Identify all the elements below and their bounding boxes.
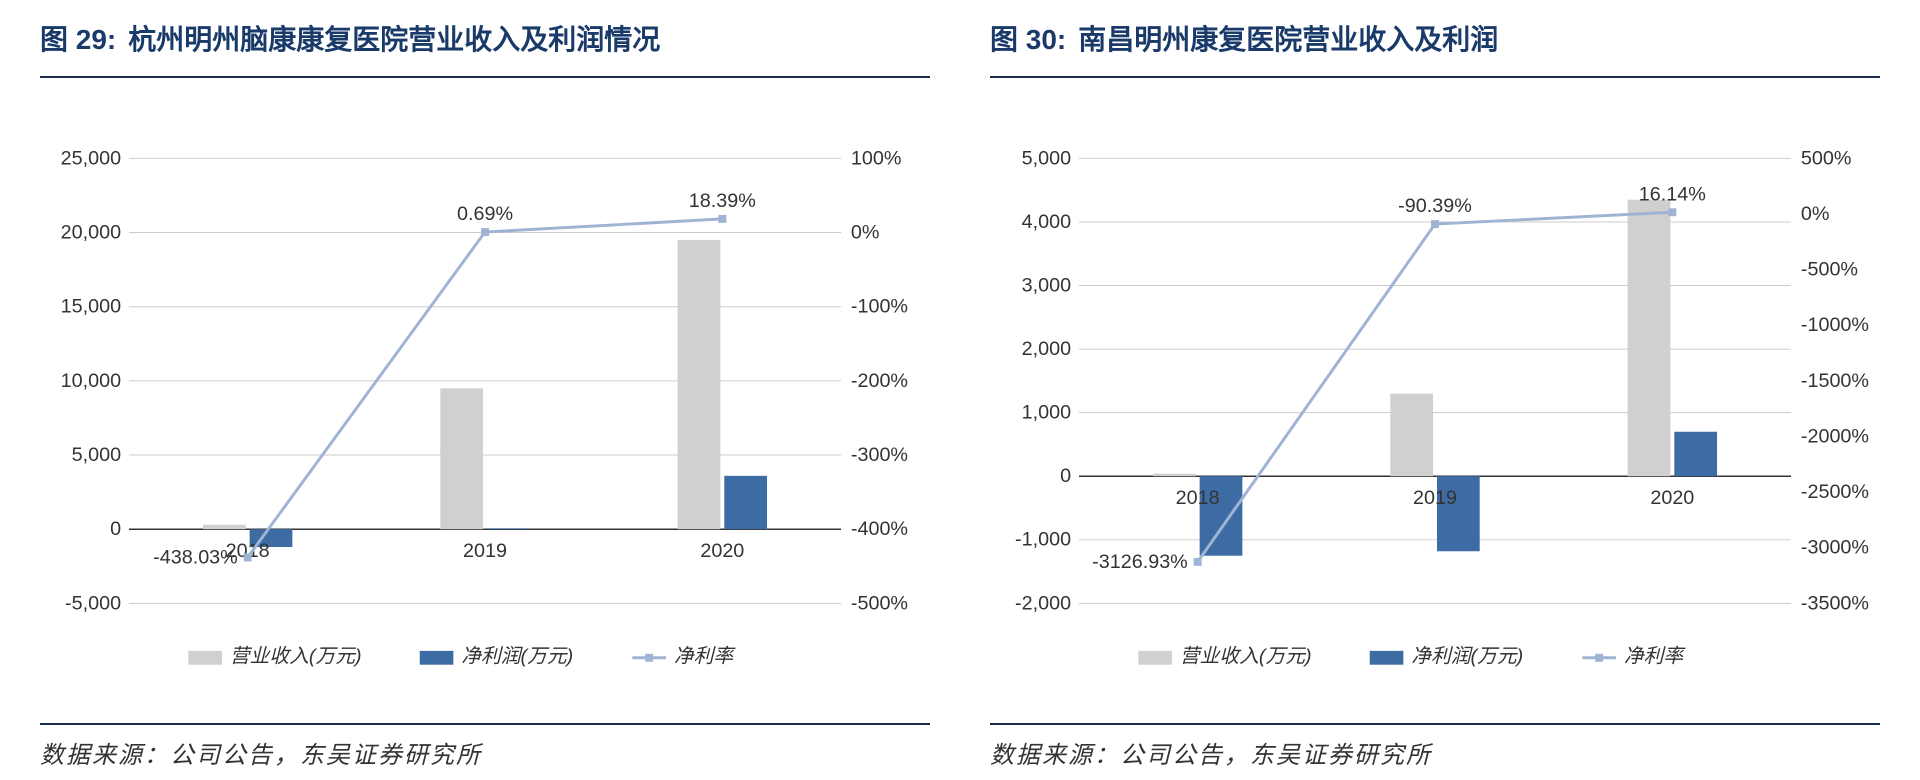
- svg-text:10,000: 10,000: [61, 370, 121, 392]
- svg-text:0.69%: 0.69%: [457, 203, 513, 225]
- svg-text:0%: 0%: [851, 221, 880, 243]
- svg-text:-2,000: -2,000: [1015, 592, 1071, 614]
- left-source: 数据来源：公司公告，东吴证券研究所: [40, 723, 930, 770]
- svg-text:15,000: 15,000: [61, 296, 121, 318]
- left-chart-svg: -5,000 0 5,000 10,000 15,000 20,000 25,000 -500…: [40, 108, 930, 723]
- svg-text:0%: 0%: [1801, 203, 1830, 225]
- svg-text:4,000: 4,000: [1022, 211, 1071, 233]
- svg-text:2020: 2020: [1650, 487, 1694, 509]
- svg-text:-438.03%: -438.03%: [153, 546, 238, 568]
- svg-text:5,000: 5,000: [72, 444, 121, 466]
- svg-text:-400%: -400%: [851, 518, 908, 540]
- svg-text:-2000%: -2000%: [1801, 425, 1869, 447]
- svg-text:2,000: 2,000: [1022, 338, 1071, 360]
- svg-text:20,000: 20,000: [61, 221, 121, 243]
- svg-text:-300%: -300%: [851, 444, 908, 466]
- svg-text:-90.39%: -90.39%: [1398, 195, 1472, 217]
- svg-text:-200%: -200%: [851, 370, 908, 392]
- svg-text:2019: 2019: [463, 540, 507, 562]
- svg-text:-3500%: -3500%: [1801, 592, 1869, 614]
- svg-text:0: 0: [110, 518, 121, 540]
- left-title-row: 图 29: 杭州明州脑康康复医院营业收入及利润情况: [40, 10, 930, 78]
- right-source: 数据来源：公司公告，东吴证券研究所: [990, 723, 1880, 770]
- svg-text:-500%: -500%: [851, 592, 908, 614]
- svg-text:25,000: 25,000: [61, 147, 121, 169]
- fig-num: 图 30:: [990, 18, 1066, 58]
- svg-text:0: 0: [1060, 465, 1071, 487]
- svg-text:净利润(万元): 净利润(万元): [1411, 646, 1523, 668]
- svg-text:3,000: 3,000: [1022, 274, 1071, 296]
- svg-text:2018: 2018: [1176, 487, 1220, 509]
- right-chart-svg: -2,000 -1,000 0 1,000 2,000 3,000 4,000 5,000 -3…: [990, 108, 1880, 723]
- fig-title: 南昌明州康复医院营业收入及利润: [1078, 18, 1498, 58]
- svg-text:-1,000: -1,000: [1015, 529, 1071, 551]
- fig-title: 杭州明州脑康康复医院营业收入及利润情况: [128, 18, 660, 58]
- svg-text:-1000%: -1000%: [1801, 314, 1869, 336]
- svg-text:-2500%: -2500%: [1801, 481, 1869, 503]
- right-title-row: 图 30: 南昌明州康复医院营业收入及利润: [990, 10, 1880, 78]
- svg-text:净利润(万元): 净利润(万元): [461, 646, 573, 668]
- svg-text:-1500%: -1500%: [1801, 370, 1869, 392]
- svg-text:500%: 500%: [1801, 147, 1852, 169]
- svg-text:-3000%: -3000%: [1801, 537, 1869, 559]
- svg-text:净利率: 净利率: [674, 646, 737, 668]
- right-chart: -2,000 -1,000 0 1,000 2,000 3,000 4,000 5,000 -3…: [990, 108, 1880, 723]
- svg-text:净利率: 净利率: [1624, 646, 1687, 668]
- left-chart: -5,000 0 5,000 10,000 15,000 20,000 25,000 -500…: [40, 108, 930, 723]
- svg-text:营业收入(万元): 营业收入(万元): [1180, 646, 1312, 668]
- svg-text:-500%: -500%: [1801, 259, 1858, 281]
- svg-text:-100%: -100%: [851, 296, 908, 318]
- svg-text:18.39%: 18.39%: [689, 190, 756, 212]
- svg-text:-3126.93%: -3126.93%: [1092, 551, 1188, 573]
- svg-text:100%: 100%: [851, 147, 902, 169]
- svg-text:5,000: 5,000: [1022, 147, 1071, 169]
- svg-text:营业收入(万元): 营业收入(万元): [230, 646, 362, 668]
- svg-text:16.14%: 16.14%: [1639, 183, 1706, 205]
- left-panel: 图 29: 杭州明州脑康康复医院营业收入及利润情况 -5,000 0 5,000 10…: [40, 10, 930, 770]
- right-panel: 图 30: 南昌明州康复医院营业收入及利润 -2,000 -1,000 0 1,000…: [990, 10, 1880, 770]
- svg-text:-5,000: -5,000: [65, 592, 121, 614]
- svg-text:2020: 2020: [700, 540, 744, 562]
- svg-text:2019: 2019: [1413, 487, 1457, 509]
- fig-num: 图 29:: [40, 18, 116, 58]
- svg-text:1,000: 1,000: [1022, 402, 1071, 424]
